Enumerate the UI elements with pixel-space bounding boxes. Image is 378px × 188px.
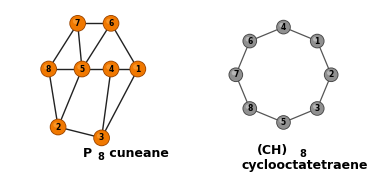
Circle shape: [243, 35, 256, 48]
Circle shape: [41, 61, 56, 77]
Circle shape: [313, 37, 318, 42]
Circle shape: [242, 34, 257, 48]
Circle shape: [324, 67, 338, 82]
Circle shape: [243, 102, 256, 115]
Circle shape: [104, 16, 119, 31]
Circle shape: [130, 61, 146, 77]
Circle shape: [94, 130, 109, 145]
Circle shape: [74, 61, 90, 77]
Text: 2: 2: [328, 70, 334, 79]
Circle shape: [93, 130, 110, 146]
Circle shape: [311, 35, 324, 48]
Text: 5: 5: [281, 118, 286, 127]
Text: cuneane: cuneane: [105, 147, 169, 160]
Circle shape: [232, 71, 236, 75]
Text: 8: 8: [247, 104, 253, 113]
Circle shape: [279, 23, 284, 28]
Circle shape: [130, 61, 146, 77]
Circle shape: [277, 116, 290, 129]
Circle shape: [276, 115, 291, 130]
Circle shape: [229, 67, 243, 82]
Circle shape: [133, 64, 138, 70]
Circle shape: [77, 64, 83, 70]
Circle shape: [229, 68, 242, 81]
Text: 1: 1: [314, 36, 320, 45]
Circle shape: [73, 19, 78, 24]
Text: 3: 3: [314, 104, 320, 113]
Circle shape: [103, 61, 119, 77]
Circle shape: [310, 34, 325, 48]
Text: 8: 8: [97, 152, 104, 162]
Circle shape: [246, 104, 250, 109]
Text: 4: 4: [281, 23, 286, 32]
Circle shape: [44, 64, 49, 70]
Text: 1: 1: [135, 64, 141, 74]
Text: 8: 8: [46, 64, 51, 74]
Circle shape: [50, 119, 67, 135]
Circle shape: [276, 20, 291, 34]
Text: 2: 2: [56, 123, 61, 132]
Text: 6: 6: [108, 19, 114, 28]
Text: P: P: [83, 147, 92, 160]
Text: (CH): (CH): [257, 144, 288, 157]
Text: 8: 8: [299, 149, 306, 159]
Text: 7: 7: [75, 19, 81, 28]
Circle shape: [246, 37, 250, 42]
Text: 5: 5: [79, 64, 85, 74]
Circle shape: [106, 64, 112, 70]
Circle shape: [106, 19, 112, 24]
Circle shape: [325, 68, 338, 81]
Circle shape: [97, 133, 102, 139]
Text: 3: 3: [99, 133, 104, 142]
Circle shape: [40, 61, 57, 77]
Circle shape: [279, 118, 284, 123]
Text: 4: 4: [108, 64, 114, 74]
Circle shape: [277, 21, 290, 33]
Circle shape: [69, 15, 86, 32]
Circle shape: [103, 15, 119, 32]
Text: 6: 6: [247, 36, 253, 45]
Text: cyclooctatetraene: cyclooctatetraene: [241, 159, 368, 172]
Circle shape: [70, 16, 85, 31]
Circle shape: [242, 101, 257, 116]
Circle shape: [327, 71, 332, 75]
Circle shape: [311, 102, 324, 115]
Circle shape: [53, 122, 59, 128]
Circle shape: [310, 101, 325, 116]
Text: 7: 7: [233, 70, 239, 79]
Circle shape: [104, 61, 119, 77]
Circle shape: [51, 120, 66, 135]
Circle shape: [74, 61, 90, 77]
Circle shape: [313, 104, 318, 109]
